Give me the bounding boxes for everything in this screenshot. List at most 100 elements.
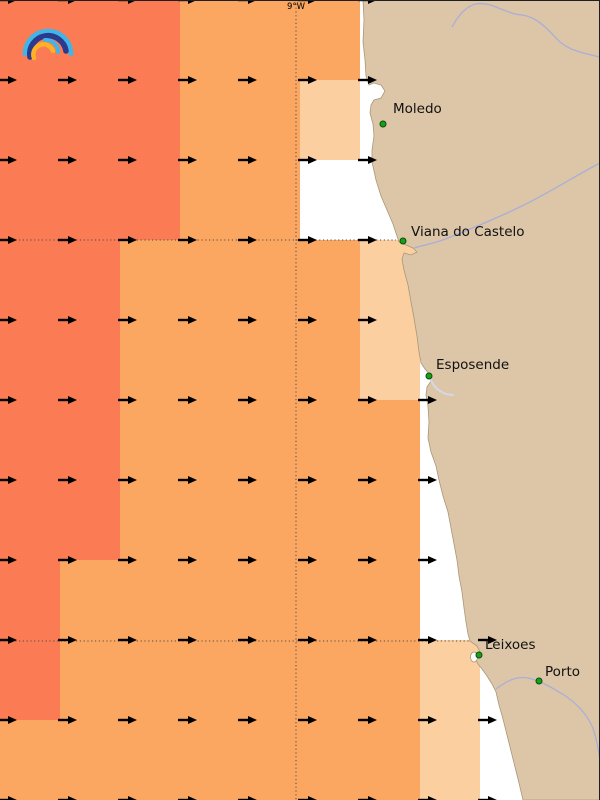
wind-arrow-head (428, 556, 437, 564)
intensity-cell (360, 320, 420, 400)
intensity-cell (360, 720, 420, 800)
intensity-cell (240, 160, 300, 240)
intensity-cell (360, 480, 420, 560)
wind-arrow-head (8, 476, 17, 484)
intensity-cell (60, 720, 120, 800)
intensity-cell (360, 560, 420, 640)
intensity-cell (300, 720, 360, 800)
wind-arrow-head (308, 76, 317, 84)
intensity-cell (180, 80, 240, 160)
city-dot[interactable] (399, 237, 407, 245)
intensity-cell (300, 400, 360, 480)
intensity-cell (180, 240, 240, 320)
wind-arrow-head (188, 716, 197, 724)
logo-arc-inner-lightblue (43, 37, 61, 54)
intensity-cell (60, 80, 120, 160)
intensity-cell (0, 560, 60, 640)
wind-arrow-head (188, 236, 197, 244)
wind-arrow-head (128, 476, 137, 484)
intensity-cell (240, 640, 300, 720)
wind-arrow-head (308, 796, 317, 800)
wind-arrow-head (68, 236, 77, 244)
lima-river (413, 162, 600, 249)
wind-arrow-head (128, 716, 137, 724)
wind-arrow-head (248, 76, 257, 84)
intensity-cell (240, 720, 300, 800)
wind-arrow-head (188, 796, 197, 800)
intensity-cell (180, 640, 240, 720)
wind-arrow-head (8, 796, 17, 800)
intensity-cell (240, 240, 300, 320)
wind-arrow-head (68, 556, 77, 564)
wind-arrow-head (68, 156, 77, 164)
wind-arrow-head (128, 156, 137, 164)
intensity-cell (0, 640, 60, 720)
intensity-cell (60, 400, 120, 480)
intensity-cell (0, 400, 60, 480)
intensity-cell (120, 0, 180, 80)
logo-arc-mid-navy (26, 33, 69, 60)
intensity-cell (360, 640, 420, 720)
intensity-cell (240, 80, 300, 160)
intensity-cell (0, 160, 60, 240)
intensity-cell (180, 0, 240, 80)
wind-arrow-head (248, 396, 257, 404)
wind-arrow-head (428, 636, 437, 644)
intensity-cell (120, 480, 180, 560)
wind-arrow-head (368, 316, 377, 324)
intensity-cell (420, 720, 480, 800)
wind-arrow-head (68, 476, 77, 484)
intensity-cell (420, 640, 480, 720)
intensity-cell (300, 0, 360, 80)
intensity-cell (360, 400, 420, 480)
wind-arrow-head (368, 396, 377, 404)
intensity-cell (120, 240, 180, 320)
logo-arc-outer-lightblue (22, 28, 74, 57)
intensity-cell (120, 640, 180, 720)
wind-arrow-head (8, 316, 17, 324)
intensity-cell (60, 0, 120, 80)
wind-arrow-head (428, 476, 437, 484)
city-label: Leixoes (485, 637, 536, 653)
wind-arrow-head (8, 716, 17, 724)
intensity-cell (180, 320, 240, 400)
city-dot[interactable] (425, 372, 433, 380)
intensity-cell (120, 320, 180, 400)
wind-arrow-head (308, 236, 317, 244)
wind-arrow-head (128, 76, 137, 84)
intensity-cell (0, 320, 60, 400)
wind-arrow-head (188, 316, 197, 324)
city-dot[interactable] (475, 651, 483, 659)
wind-arrow-head (188, 76, 197, 84)
wind-arrow-head (128, 396, 137, 404)
intensity-cell (120, 80, 180, 160)
intensity-cell (300, 240, 360, 320)
wind-arrow-head (188, 396, 197, 404)
city-dot[interactable] (535, 677, 543, 685)
intensity-cell (120, 720, 180, 800)
wind-arrow-head (248, 316, 257, 324)
wind-arrow-head (488, 796, 497, 800)
logo-arc-inner-yellow (31, 42, 56, 61)
intensity-cell (240, 0, 300, 80)
wind-arrow-head (68, 636, 77, 644)
wind-arrow-head (8, 556, 17, 564)
wind-arrow-head (68, 396, 77, 404)
city-dot[interactable] (379, 120, 387, 128)
intensity-cell (120, 160, 180, 240)
wind-arrow-head (308, 316, 317, 324)
douro-river (495, 676, 600, 761)
wind-arrow-head (248, 636, 257, 644)
wind-arrow-head (8, 76, 17, 84)
wind-arrow-head (368, 76, 377, 84)
wind-arrow-head (188, 636, 197, 644)
intensity-cell (300, 160, 360, 240)
wind-arrow-head (308, 396, 317, 404)
intensity-cell (0, 720, 60, 800)
wind-arrow-head (68, 76, 77, 84)
meridian-label: 9°W (287, 2, 306, 12)
wind-arrow-head (248, 476, 257, 484)
intensity-cell (60, 320, 120, 400)
intensity-cell (300, 80, 360, 160)
